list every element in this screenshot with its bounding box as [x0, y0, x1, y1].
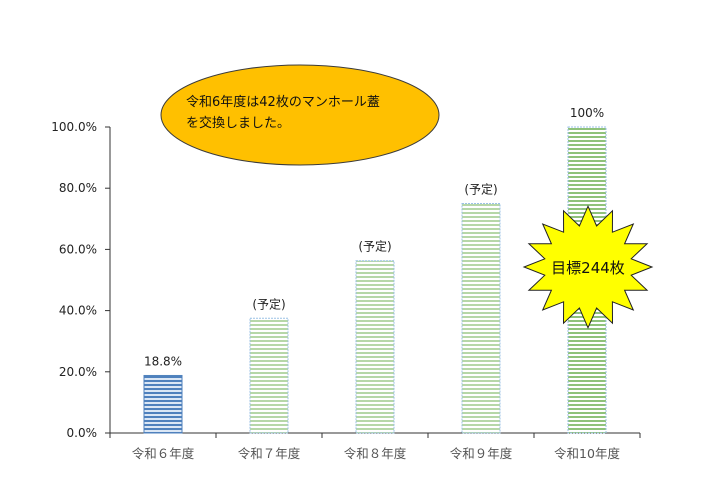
category-label: 令和10年度 — [554, 446, 620, 461]
data-label: 18.8% — [144, 354, 182, 368]
bar — [249, 317, 289, 434]
data-label: 100% — [570, 106, 604, 120]
bar — [461, 203, 501, 434]
labels: 18.8% 令和６年度 (予定) 令和７年度 (予定) 令和８年度 (予定) 令和９年度 100… — [132, 106, 621, 461]
y-tick-label: 80.0% — [59, 181, 97, 195]
y-tick-label: 60.0% — [59, 242, 97, 256]
y-tick-label: 40.0% — [59, 304, 97, 318]
callout-ellipse — [160, 64, 440, 166]
category-label: 令和９年度 — [450, 446, 513, 461]
callout-line-1: 令和6年度は42枚のマンホール蓋 — [186, 94, 380, 110]
axes: 0.0% 20.0% 40.0% 60.0% 80.0% 100.0% — [51, 120, 641, 440]
category-label: 令和８年度 — [344, 446, 407, 461]
data-label: (予定) — [252, 296, 285, 311]
y-tick-label: 0.0% — [67, 426, 98, 440]
y-tick-label: 100.0% — [51, 120, 97, 134]
star-burst: 目標244枚 — [522, 204, 654, 330]
bars — [143, 126, 607, 434]
bar — [355, 260, 395, 434]
star-label: 目標244枚 — [551, 259, 625, 277]
bar — [143, 374, 183, 434]
category-label: 令和７年度 — [238, 446, 301, 461]
callout-line-2: を交換しました。 — [186, 115, 290, 131]
data-label: (予定) — [358, 239, 391, 254]
data-label: (予定) — [464, 182, 497, 197]
star-shape — [522, 204, 654, 330]
callout-bubble: 令和6年度は42枚のマンホール蓋 を交換しました。 — [160, 64, 440, 166]
y-tick-label: 20.0% — [59, 365, 97, 379]
category-label: 令和６年度 — [132, 446, 195, 461]
